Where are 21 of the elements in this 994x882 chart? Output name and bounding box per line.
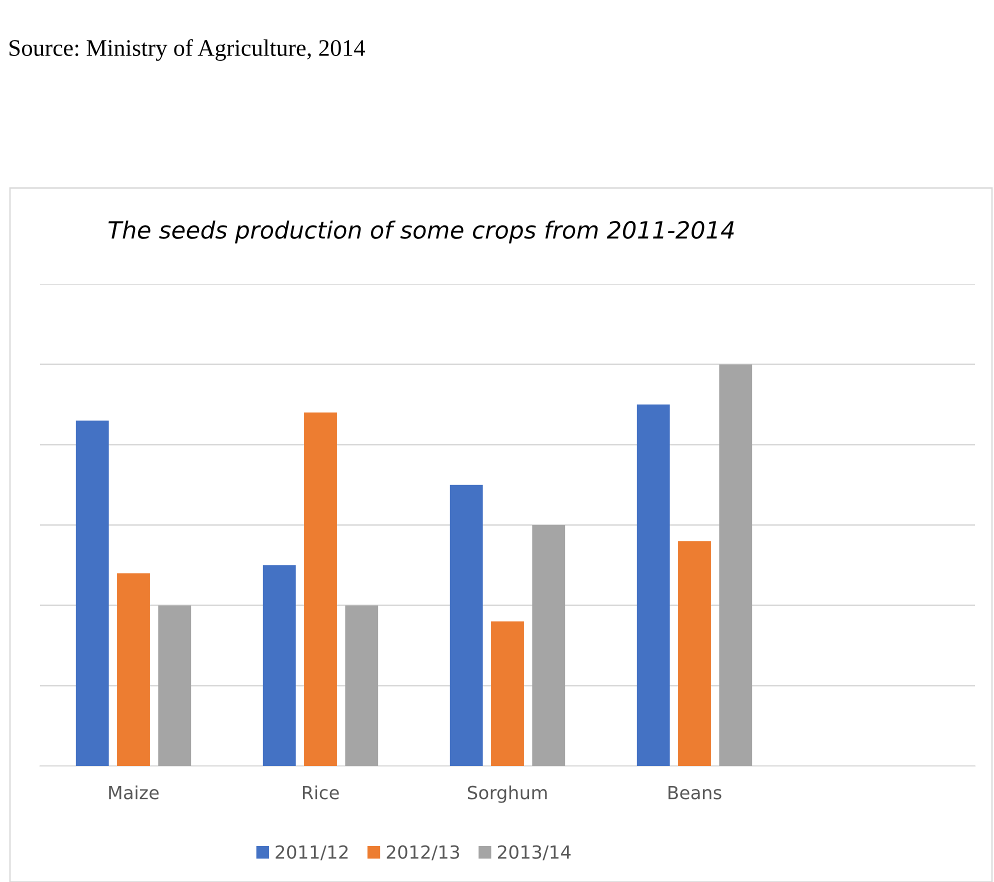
bar xyxy=(158,605,192,766)
bar xyxy=(636,404,670,766)
bar xyxy=(345,605,378,766)
bar xyxy=(262,565,296,766)
x-tick-label: Beans xyxy=(668,786,722,800)
legend-label: 2013/14 xyxy=(498,845,571,860)
bar xyxy=(117,573,150,766)
bar xyxy=(719,364,752,766)
legend-label: 2011/12 xyxy=(276,845,348,860)
bar xyxy=(304,412,337,766)
x-tick-label: Rice xyxy=(302,785,339,800)
bar xyxy=(491,621,524,766)
chart-title: The seeds production of some crops from 2011-2014 xyxy=(108,220,734,244)
source-note: Source: Ministry of Agriculture, 2014 xyxy=(10,39,366,61)
bar xyxy=(532,525,566,766)
x-tick-label: Sorghum xyxy=(468,785,547,803)
bar xyxy=(76,420,109,766)
x-tick-label: Maize xyxy=(109,785,159,800)
legend-label: 2012/13 xyxy=(386,845,460,860)
bar xyxy=(678,541,711,766)
bar xyxy=(450,484,483,766)
